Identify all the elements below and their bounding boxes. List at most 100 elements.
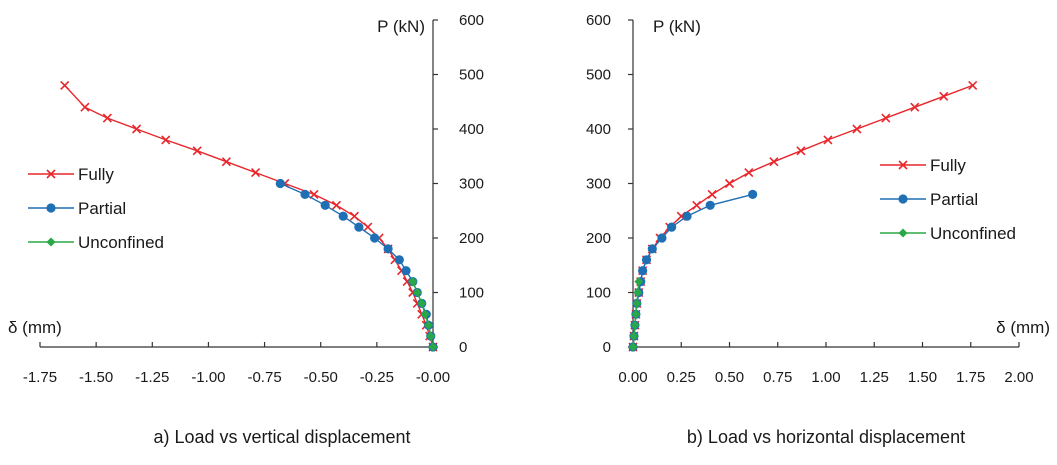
data-point-partial [667, 222, 677, 232]
legend-marker [46, 203, 56, 213]
data-point-partial [641, 255, 652, 265]
x-tick-label: -0.00 [416, 369, 450, 386]
legend-label-unconfined: Unconfined [930, 224, 1016, 243]
y-tick-label: 500 [459, 67, 484, 84]
data-point-fully [251, 168, 261, 178]
data-point-unconfined [633, 288, 643, 297]
data-point-unconfined [634, 277, 644, 287]
legend-label-partial: Partial [930, 190, 978, 209]
y-tick-label: 400 [459, 121, 484, 138]
data-point-unconfined [412, 288, 422, 297]
legend-label-fully: Fully [78, 165, 114, 184]
data-point-unconfined [426, 331, 436, 341]
data-point-fully [852, 124, 862, 134]
x-tick-label: -0.25 [360, 369, 394, 386]
x-tick-label: -1.50 [79, 369, 113, 386]
data-point-unconfined [632, 298, 642, 308]
chart-vertical-displacement: -1.75 -1.50 -1.25 -1.00 -0.75 -0.50 -0.25 -0.00… [8, 12, 484, 447]
chart-caption: a) Load vs vertical displacement [153, 427, 410, 447]
y-tick-label: 300 [586, 176, 611, 193]
legend-marker [898, 160, 908, 170]
x-tick-label: 2.00 [1004, 369, 1033, 386]
legend-marker [46, 237, 56, 247]
legend-marker [898, 228, 908, 238]
data-point-partial [394, 255, 404, 265]
data-point-fully [939, 91, 949, 101]
chart-caption: b) Load vs horizontal displacement [687, 427, 965, 447]
data-point-unconfined [424, 320, 434, 330]
x-tick-label: -1.75 [23, 369, 57, 386]
data-point-unconfined [629, 331, 639, 341]
data-point-fully [769, 157, 779, 167]
data-point-fully [132, 124, 142, 134]
data-point-unconfined [408, 277, 418, 287]
data-point-unconfined [428, 342, 438, 352]
x-tick-label: 1.25 [860, 369, 889, 386]
legend-marker [46, 169, 56, 179]
data-point-fully [692, 200, 702, 210]
legend-label-partial: Partial [78, 199, 126, 218]
y-tick-label: 400 [586, 121, 611, 138]
data-point-unconfined [630, 320, 640, 330]
data-point-fully [161, 135, 171, 145]
x-tick-label: 0.75 [763, 369, 792, 386]
data-point-fully [80, 102, 90, 112]
y-tick-label: 0 [459, 339, 467, 356]
y-axis-title: P (kN) [377, 17, 425, 36]
x-axis-title: δ (mm) [996, 318, 1050, 337]
data-point-fully [363, 222, 373, 232]
data-point-fully [823, 135, 833, 145]
y-tick-label: 500 [586, 67, 611, 84]
data-point-partial [354, 222, 364, 232]
data-point-unconfined [420, 309, 430, 319]
legend-marker [898, 194, 908, 204]
legend-label-unconfined: Unconfined [78, 233, 164, 252]
data-point-partial [705, 200, 715, 210]
data-point-partial [682, 211, 692, 221]
x-tick-label: 0.50 [715, 369, 744, 386]
series-line-partial [632, 193, 753, 348]
y-tick-label: 100 [586, 285, 611, 302]
x-tick-label: -1.00 [191, 369, 225, 386]
y-tick-label: 600 [459, 12, 484, 29]
data-point-fully [192, 146, 202, 156]
data-point-fully [60, 80, 70, 90]
x-tick-label: 1.00 [811, 369, 840, 386]
data-point-unconfined [417, 298, 427, 308]
x-tick-label: -1.25 [135, 369, 169, 386]
legend: Fully Partial Unconfined [28, 165, 164, 252]
data-point-fully [744, 168, 754, 178]
data-point-fully [881, 113, 891, 123]
data-point-partial [383, 244, 393, 254]
x-tick-label: -0.50 [304, 369, 338, 386]
x-tick-label: 0.25 [667, 369, 696, 386]
data-point-partial [300, 189, 310, 199]
data-point-fully [910, 102, 920, 112]
data-point-partial [657, 233, 667, 243]
y-tick-label: 100 [459, 285, 484, 302]
data-point-partial [275, 178, 285, 189]
y-tick-label: 0 [603, 339, 611, 356]
y-axis-title: P (kN) [653, 17, 701, 36]
data-point-partial [647, 244, 657, 254]
data-point-unconfined [631, 309, 641, 319]
data-point-partial [370, 233, 380, 243]
legend: Fully Partial Unconfined [880, 156, 1016, 243]
series-partial [628, 189, 758, 352]
x-tick-label: 0.00 [618, 369, 647, 386]
data-point-partial [401, 266, 411, 276]
series-fully [628, 80, 978, 352]
x-tick-label: 1.50 [908, 369, 937, 386]
series-unconfined [628, 277, 644, 352]
data-point-partial [748, 189, 758, 199]
data-point-partial [638, 266, 648, 276]
series-unconfined [408, 277, 438, 352]
x-tick-label: -0.75 [247, 369, 281, 386]
x-axis-title: δ (mm) [8, 318, 62, 337]
data-point-fully [102, 113, 112, 123]
data-point-fully [331, 200, 341, 210]
series-partial [275, 178, 438, 352]
chart-horizontal-displacement: 0.00 0.25 0.50 0.75 1.00 1.25 1.50 1.75 2.00 0 100… [586, 12, 1050, 447]
